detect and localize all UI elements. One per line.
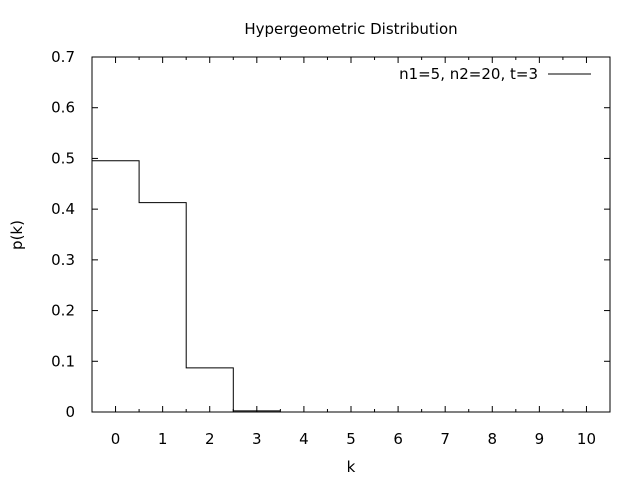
y-tick-label: 0.5 — [51, 149, 75, 167]
x-tick-label: 6 — [393, 430, 403, 448]
y-tick-label: 0.6 — [51, 99, 75, 117]
x-tick-label: 7 — [440, 430, 450, 448]
x-tick-label: 10 — [577, 430, 596, 448]
axis-ticks — [91, 56, 611, 413]
legend: n1=5, n2=20, t=3 — [399, 65, 591, 83]
x-tick-label: 2 — [205, 430, 215, 448]
x-tick-label: 3 — [252, 430, 262, 448]
x-axis-label: k — [347, 458, 356, 476]
plot-frame — [91, 56, 611, 413]
x-tick-label: 8 — [487, 430, 497, 448]
series-step-line — [92, 160, 281, 412]
x-tick-label: 5 — [346, 430, 356, 448]
axis-tick-labels: 0 0.1 0.2 0.3 0.4 0.5 0.6 0.7 0 1 2 3 4 5 6 7 8 9 10 — [51, 48, 596, 448]
x-tick-label: 0 — [111, 430, 121, 448]
y-axis-label: p(k) — [8, 220, 26, 250]
y-tick-label: 0.4 — [51, 200, 75, 218]
x-tick-label: 9 — [535, 430, 545, 448]
y-tick-label: 0.3 — [51, 251, 75, 269]
x-tick-label: 1 — [158, 430, 168, 448]
y-tick-label: 0.7 — [51, 48, 75, 66]
x-tick-label: 4 — [299, 430, 309, 448]
y-tick-label: 0.1 — [51, 352, 75, 370]
y-tick-label: 0 — [65, 403, 75, 421]
series-layer — [92, 160, 281, 412]
y-tick-label: 0.2 — [51, 302, 75, 320]
chart-title: Hypergeometric Distribution — [244, 20, 457, 38]
legend-label: n1=5, n2=20, t=3 — [399, 65, 538, 83]
